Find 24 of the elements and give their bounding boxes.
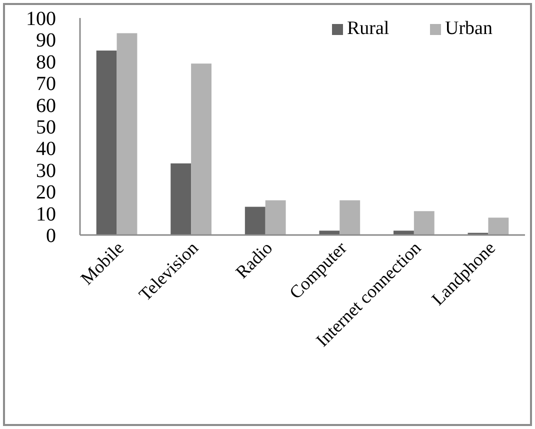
- legend-label: Urban: [445, 18, 493, 39]
- bar: [170, 163, 192, 235]
- y-tick-label: 100: [26, 8, 56, 30]
- bar: [116, 33, 138, 235]
- bar: [319, 230, 340, 235]
- bar: [265, 200, 286, 235]
- y-tick-label: 50: [36, 116, 56, 138]
- bar: [191, 64, 212, 235]
- bar: [340, 200, 360, 235]
- y-tick-label: 90: [36, 30, 56, 52]
- y-tick-label: 70: [36, 73, 56, 96]
- bar: [414, 211, 434, 235]
- y-tick-label: 60: [36, 94, 56, 117]
- bar: [394, 230, 414, 235]
- y-tick-label: 10: [36, 203, 56, 226]
- y-tick-label: 30: [36, 160, 56, 182]
- y-tick-label: 20: [36, 182, 56, 204]
- y-tick-label: 0: [46, 225, 56, 247]
- bar: [96, 50, 117, 235]
- bar: [244, 206, 266, 235]
- y-tick-label: 80: [36, 51, 56, 74]
- legend-label: Rural: [347, 18, 390, 39]
- bar: [488, 218, 509, 235]
- y-tick-label: 40: [36, 138, 56, 160]
